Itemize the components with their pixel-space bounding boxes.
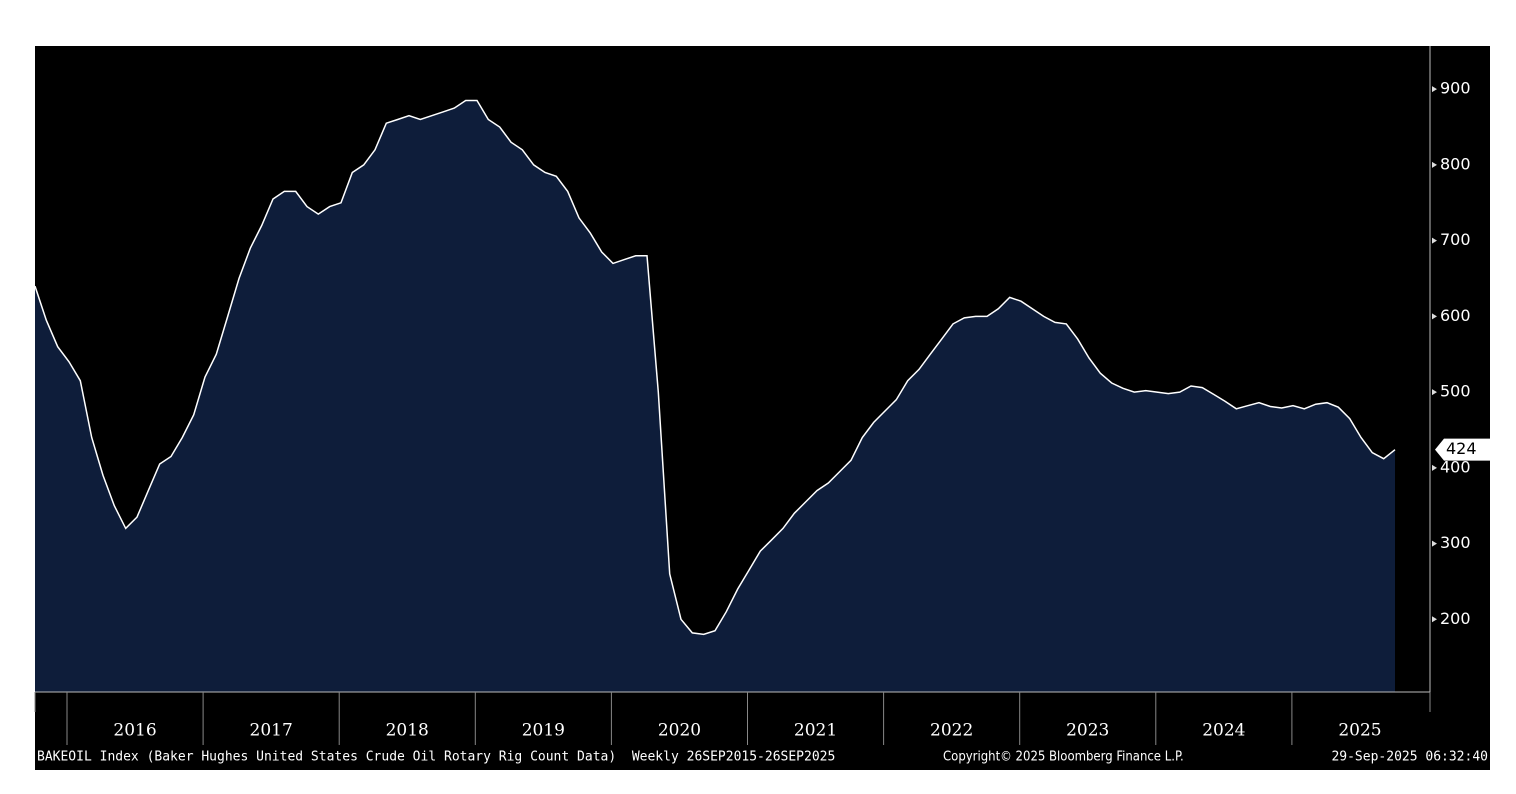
x-tick-label: 2018 bbox=[386, 721, 429, 741]
x-tick-label: 2019 bbox=[522, 721, 565, 741]
y-tick-label: 500 bbox=[1440, 382, 1471, 401]
x-tick-label: 2023 bbox=[1066, 721, 1109, 741]
last-value-label: 424 bbox=[1446, 439, 1477, 458]
area-fill bbox=[35, 100, 1395, 692]
y-tick bbox=[1432, 464, 1437, 471]
x-tick-label: 2017 bbox=[250, 721, 293, 741]
y-tick-label: 300 bbox=[1440, 533, 1471, 552]
y-tick bbox=[1432, 616, 1437, 623]
y-tick bbox=[1432, 161, 1437, 168]
footer-center: Copyright© 2025 Bloomberg Finance L.P. bbox=[943, 750, 1184, 765]
y-tick bbox=[1432, 313, 1437, 320]
y-tick bbox=[1432, 540, 1437, 547]
y-tick-label: 900 bbox=[1440, 79, 1471, 98]
y-tick-label: 600 bbox=[1440, 306, 1471, 325]
last-value-box bbox=[1435, 438, 1490, 461]
y-tick bbox=[1432, 237, 1437, 244]
series-line bbox=[34, 99, 1396, 636]
y-tick-label: 200 bbox=[1440, 609, 1471, 628]
x-tick-label: 2024 bbox=[1202, 721, 1245, 741]
y-tick-label: 800 bbox=[1440, 154, 1471, 173]
x-tick-label: 2016 bbox=[113, 721, 156, 741]
y-tick-label: 700 bbox=[1440, 230, 1471, 249]
x-tick-label: 2020 bbox=[658, 721, 701, 741]
y-tick bbox=[1432, 389, 1437, 396]
x-tick-label: 2022 bbox=[930, 721, 973, 741]
y-tick bbox=[1432, 86, 1437, 93]
x-tick-label: 2025 bbox=[1338, 721, 1381, 741]
footer-left: BAKEOIL Index (Baker Hughes United State… bbox=[37, 750, 835, 765]
y-tick-label: 400 bbox=[1440, 457, 1471, 476]
footer-right: 29-Sep-2025 06:32:40 bbox=[1331, 750, 1488, 765]
x-tick-label: 2021 bbox=[794, 721, 837, 741]
